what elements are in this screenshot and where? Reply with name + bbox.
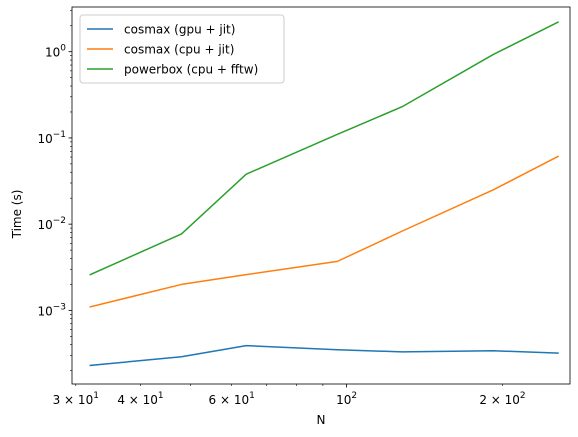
y-tick-label-1: 10−3	[37, 302, 66, 318]
y-tick-label-4: 100	[45, 44, 66, 60]
y-tick-label-4-exponent: 0	[60, 44, 66, 54]
legend-label-1: cosmax (gpu + jit)	[124, 23, 235, 37]
x-tick-label-minor-4-exponent: 2	[520, 391, 526, 401]
legend-label-3: powerbox (cpu + fftw)	[124, 63, 258, 77]
legend-box	[79, 14, 285, 84]
x-tick-label-major-1-base: 10	[336, 393, 351, 407]
x-tick-label-minor-3: 6 × 101	[209, 391, 255, 407]
y-tick-label-2: 10−2	[37, 216, 66, 232]
x-tick-label-minor-4-base: 2 × 10	[479, 393, 520, 407]
series-line-2	[89, 155, 560, 308]
legend-label-2: cosmax (cpu + jit)	[124, 43, 234, 57]
y-tick-label-3-base: 10	[37, 132, 52, 146]
x-tick-label-minor-3-exponent: 1	[249, 391, 255, 401]
y-tick-label-1-exponent: −3	[53, 302, 66, 312]
y-tick-label-4-base: 10	[45, 46, 60, 60]
y-axis-label: Time (s)	[10, 190, 24, 240]
x-tick-label-minor-1-exponent: 1	[93, 391, 99, 401]
y-tick-label-3: 10−1	[37, 130, 66, 146]
x-tick-label-minor-4: 2 × 102	[479, 391, 525, 407]
series-layer	[89, 21, 560, 367]
x-tick-label-major-1: 102	[336, 391, 357, 407]
y-tick-label-1-base: 10	[37, 304, 52, 318]
x-tick-label-minor-2-base: 4 × 10	[117, 393, 158, 407]
y-tick-label-2-exponent: −2	[53, 216, 66, 226]
series-line-3	[89, 21, 560, 276]
x-tick-label-minor-2-exponent: 1	[158, 391, 164, 401]
x-tick-label-minor-1: 3 × 101	[53, 391, 99, 407]
x-axis-label: N	[317, 413, 326, 427]
legend: cosmax (gpu + jit) cosmax (cpu + jit) powe…	[79, 14, 285, 84]
y-tick-label-3-exponent: −1	[53, 130, 66, 140]
plot-frame	[71, 6, 571, 385]
x-tick-label-minor-2: 4 × 101	[117, 391, 163, 407]
x-tick-label-minor-1-base: 3 × 10	[53, 393, 94, 407]
x-tick-label-minor-3-base: 6 × 10	[209, 393, 250, 407]
x-tick-label-major-1-exponent: 2	[351, 391, 357, 401]
y-tick-label-2-base: 10	[37, 218, 52, 232]
series-line-1	[89, 344, 559, 367]
